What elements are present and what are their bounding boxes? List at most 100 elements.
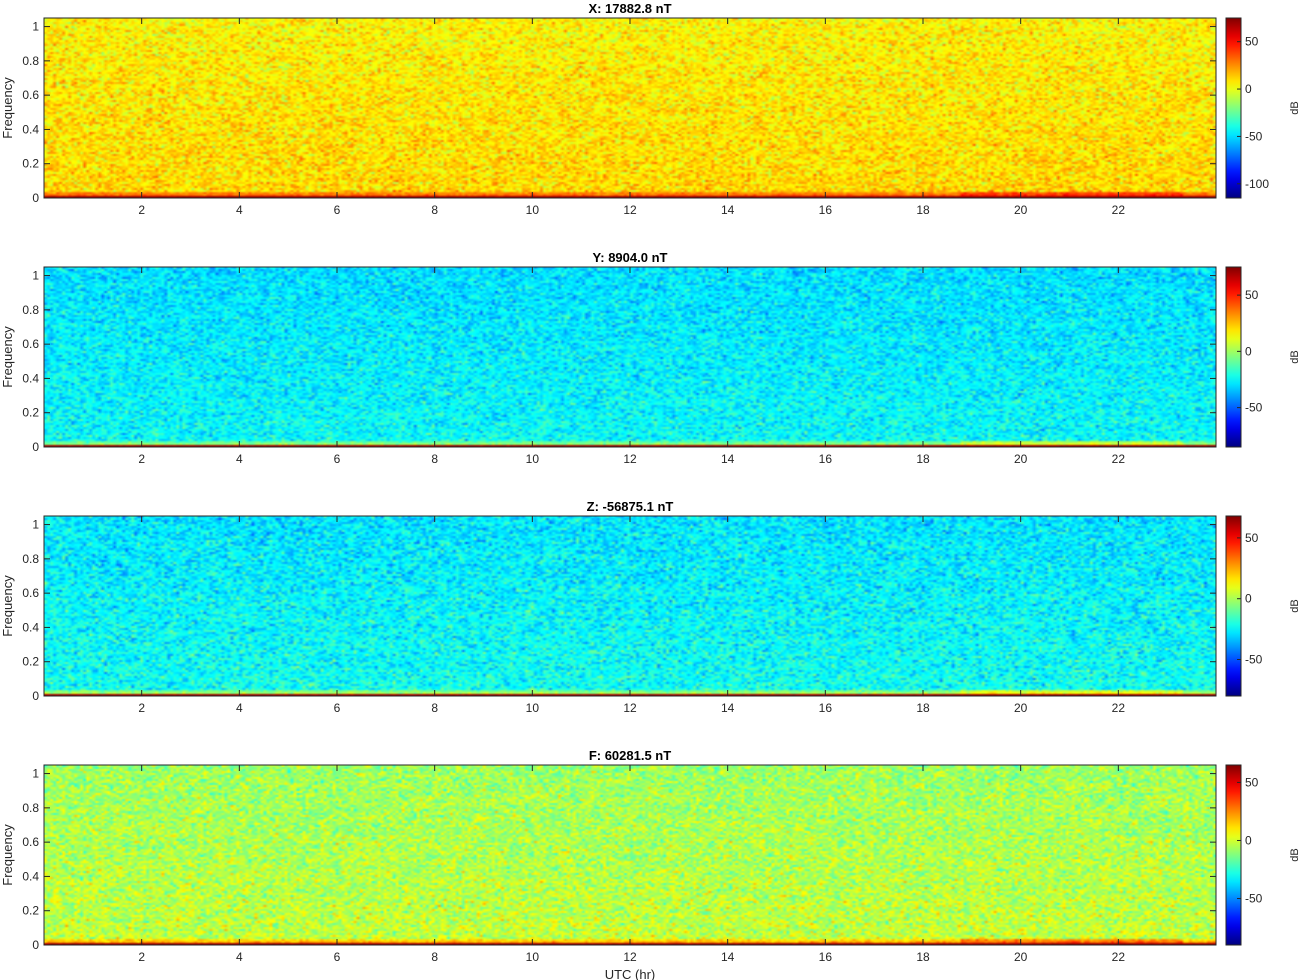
x-tick-label: 4 (236, 950, 243, 964)
y-tick-label: 0 (32, 689, 39, 703)
colorbar-tick-label: -50 (1245, 892, 1263, 906)
x-tick-label: 10 (526, 701, 540, 715)
spectrogram-panel-0: 2 4 6 8 10 12 14 16 18 20 22 0 0.2 0.4 0.6 0.8 1 X: 17882… (0, 1, 1301, 217)
colorbar-label: dB (1289, 848, 1301, 861)
y-tick-label: 0 (32, 938, 39, 952)
x-tick-label: 2 (138, 203, 145, 217)
colorbar (1225, 764, 1242, 946)
x-tick-label: 18 (916, 950, 930, 964)
x-tick-label: 18 (916, 701, 930, 715)
y-tick-label: 0.8 (22, 801, 39, 815)
colorbar-tick-label: -50 (1245, 653, 1263, 667)
x-tick-label: 14 (721, 452, 735, 466)
panel-title: Z: -56875.1 nT (587, 499, 674, 514)
y-tick-label: 0 (32, 440, 39, 454)
colorbar-label: dB (1289, 350, 1301, 363)
colorbar-tick-label: 0 (1245, 82, 1252, 96)
y-tick-label: 0.2 (22, 904, 39, 918)
x-tick-label: 4 (236, 452, 243, 466)
panel-title: Y: 8904.0 nT (593, 250, 668, 265)
x-tick-label: 8 (431, 701, 438, 715)
colorbar-tick-label: 0 (1245, 344, 1252, 358)
y-tick-label: 1 (32, 269, 39, 283)
x-tick-label: 18 (916, 452, 930, 466)
x-tick-label: 2 (138, 950, 145, 964)
x-tick-label: 6 (334, 701, 341, 715)
x-tick-label: 22 (1112, 950, 1126, 964)
y-tick-label: 0.8 (22, 303, 39, 317)
y-tick-label: 0 (32, 191, 39, 205)
x-tick-label: 14 (721, 701, 735, 715)
x-tick-label: 20 (1014, 452, 1028, 466)
x-tick-label: 10 (526, 452, 540, 466)
x-tick-label: 12 (623, 203, 637, 217)
y-tick-label: 0.4 (22, 869, 39, 883)
y-tick-label: 0.6 (22, 835, 39, 849)
y-tick-label: 0.8 (22, 552, 39, 566)
y-tick-label: 1 (32, 767, 39, 781)
y-tick-label: 1 (32, 20, 39, 34)
x-tick-label: 12 (623, 950, 637, 964)
x-tick-label: 4 (236, 203, 243, 217)
y-tick-label: 0.4 (22, 620, 39, 634)
spectrogram-image (44, 267, 1216, 447)
x-tick-label: 4 (236, 701, 243, 715)
x-tick-label: 10 (526, 203, 540, 217)
y-tick-label: 0.6 (22, 586, 39, 600)
y-tick-label: 0.2 (22, 157, 39, 171)
y-axis-label: Frequency (0, 575, 15, 637)
colorbar (1225, 515, 1242, 697)
x-tick-label: 22 (1112, 701, 1126, 715)
x-tick-label: 6 (334, 950, 341, 964)
y-tick-label: 0.2 (22, 655, 39, 669)
colorbar-tick-label: 50 (1245, 531, 1259, 545)
y-axis-label: Frequency (0, 326, 15, 388)
x-axis-label: UTC (hr) (605, 967, 656, 980)
x-tick-label: 22 (1112, 203, 1126, 217)
x-tick-label: 14 (721, 950, 735, 964)
x-tick-label: 2 (138, 452, 145, 466)
x-tick-label: 2 (138, 701, 145, 715)
spectrogram-panel-1: 2 4 6 8 10 12 14 16 18 20 22 0 0.2 0.4 0.6 0.8 1 Y: 8904.… (0, 250, 1301, 466)
colorbar-tick-label: 0 (1245, 833, 1252, 847)
x-tick-label: 12 (623, 452, 637, 466)
x-tick-label: 8 (431, 950, 438, 964)
spectrogram-panel-2: 2 4 6 8 10 12 14 16 18 20 22 0 0.2 0.4 0.6 0.8 1 Z: -5687… (0, 499, 1301, 715)
spectrogram-image (44, 516, 1216, 696)
y-tick-label: 0.8 (22, 54, 39, 68)
colorbar-tick-label: 50 (1245, 35, 1259, 49)
y-tick-label: 0.2 (22, 406, 39, 420)
panel-title: F: 60281.5 nT (589, 748, 671, 763)
spectrogram-panel-3: 2 4 6 8 10 12 14 16 18 20 22 0 0.2 0.4 0.6 0.8 1 F: 60281… (0, 748, 1301, 980)
colorbar-tick-label: 50 (1245, 288, 1259, 302)
x-tick-label: 6 (334, 203, 341, 217)
x-tick-label: 20 (1014, 701, 1028, 715)
y-tick-label: 0.6 (22, 337, 39, 351)
x-tick-label: 20 (1014, 950, 1028, 964)
x-tick-label: 16 (819, 701, 833, 715)
x-tick-label: 16 (819, 203, 833, 217)
x-tick-label: 6 (334, 452, 341, 466)
y-axis-label: Frequency (0, 77, 15, 139)
x-tick-label: 10 (526, 950, 540, 964)
colorbar-tick-label: -50 (1245, 129, 1263, 143)
x-tick-label: 8 (431, 452, 438, 466)
colorbar (1225, 266, 1242, 448)
x-tick-label: 16 (819, 452, 833, 466)
x-tick-label: 18 (916, 203, 930, 217)
y-tick-label: 1 (32, 518, 39, 532)
y-tick-label: 0.4 (22, 122, 39, 136)
x-tick-label: 12 (623, 701, 637, 715)
colorbar-label: dB (1289, 101, 1301, 114)
colorbar (1225, 17, 1242, 199)
x-tick-label: 22 (1112, 452, 1126, 466)
y-tick-label: 0.6 (22, 88, 39, 102)
panel-title: X: 17882.8 nT (588, 1, 671, 16)
y-tick-label: 0.4 (22, 371, 39, 385)
colorbar-tick-label: 50 (1245, 775, 1259, 789)
x-tick-label: 20 (1014, 203, 1028, 217)
colorbar-tick-label: 0 (1245, 592, 1252, 606)
colorbar-label: dB (1289, 599, 1301, 612)
spectrogram-image (44, 765, 1216, 945)
